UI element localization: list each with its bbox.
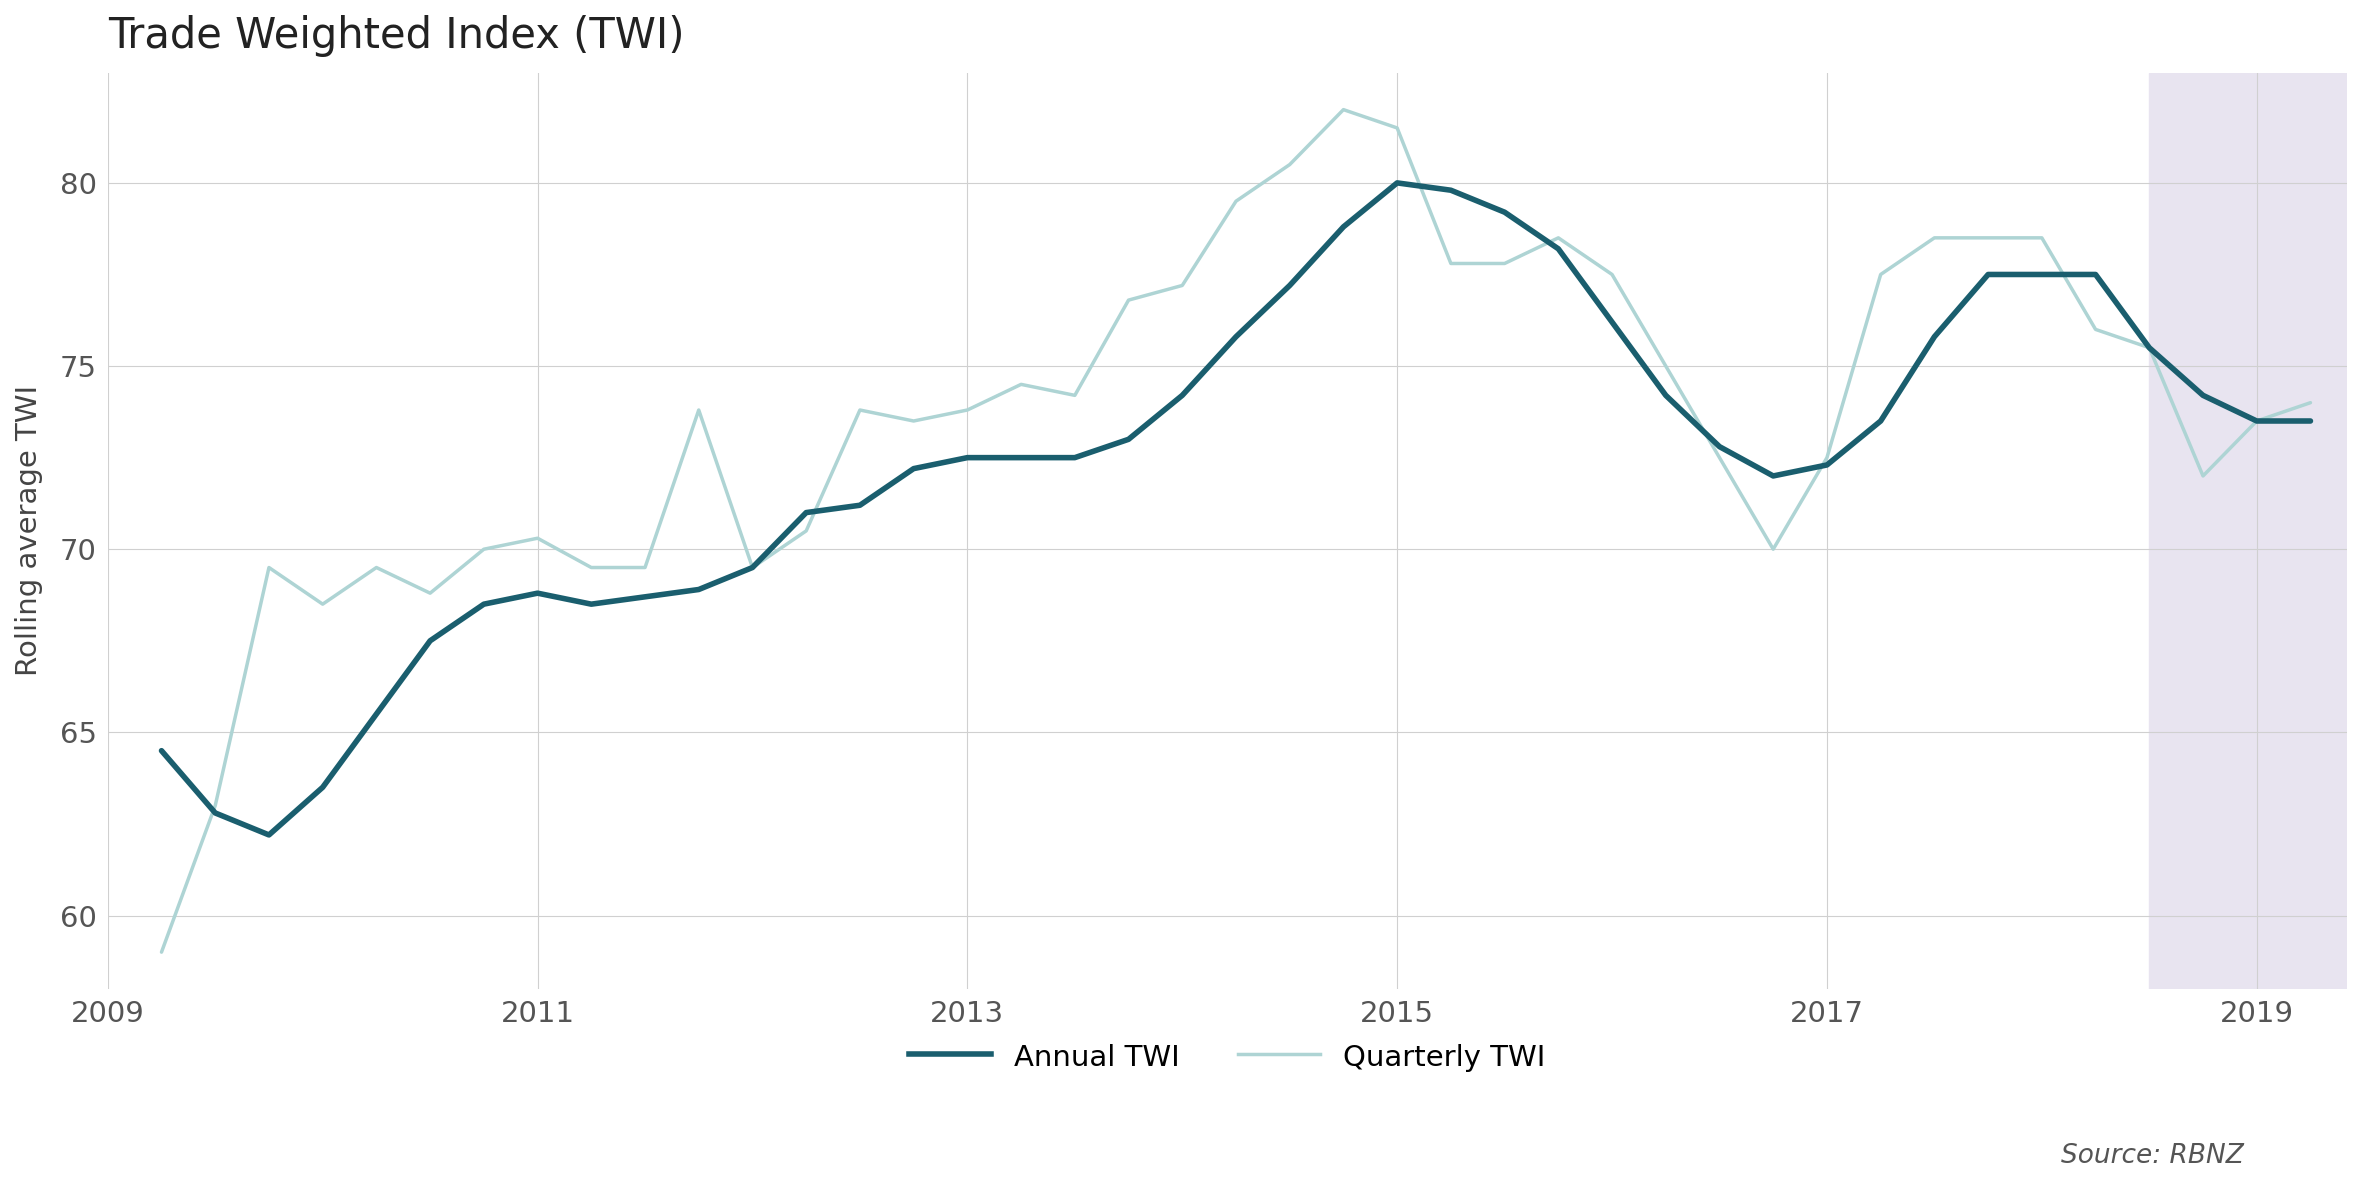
- Bar: [2149, 73, 2348, 988]
- Y-axis label: Rolling average TWI: Rolling average TWI: [14, 385, 43, 677]
- Legend: Annual TWI, Quarterly TWI: Annual TWI, Quarterly TWI: [898, 1030, 1557, 1084]
- Text: Source: RBNZ: Source: RBNZ: [2062, 1143, 2244, 1169]
- Text: Trade Weighted Index (TWI): Trade Weighted Index (TWI): [109, 15, 685, 57]
